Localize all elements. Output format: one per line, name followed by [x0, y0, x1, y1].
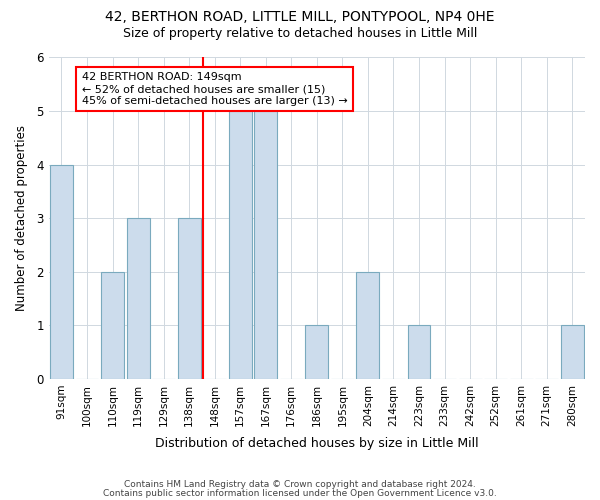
Bar [101, 272, 124, 379]
Bar [407, 326, 430, 379]
Text: Contains HM Land Registry data © Crown copyright and database right 2024.: Contains HM Land Registry data © Crown c… [124, 480, 476, 489]
Bar [178, 218, 200, 379]
Bar [356, 272, 379, 379]
Text: Size of property relative to detached houses in Little Mill: Size of property relative to detached ho… [123, 28, 477, 40]
Text: 42, BERTHON ROAD, LITTLE MILL, PONTYPOOL, NP4 0HE: 42, BERTHON ROAD, LITTLE MILL, PONTYPOOL… [105, 10, 495, 24]
Bar [229, 111, 252, 379]
Bar [305, 326, 328, 379]
Text: Contains public sector information licensed under the Open Government Licence v3: Contains public sector information licen… [103, 488, 497, 498]
Bar [254, 111, 277, 379]
Bar [127, 218, 149, 379]
Text: 42 BERTHON ROAD: 149sqm
← 52% of detached houses are smaller (15)
45% of semi-de: 42 BERTHON ROAD: 149sqm ← 52% of detache… [82, 72, 347, 106]
Y-axis label: Number of detached properties: Number of detached properties [15, 125, 28, 311]
Bar [50, 164, 73, 379]
X-axis label: Distribution of detached houses by size in Little Mill: Distribution of detached houses by size … [155, 437, 479, 450]
Bar [561, 326, 584, 379]
